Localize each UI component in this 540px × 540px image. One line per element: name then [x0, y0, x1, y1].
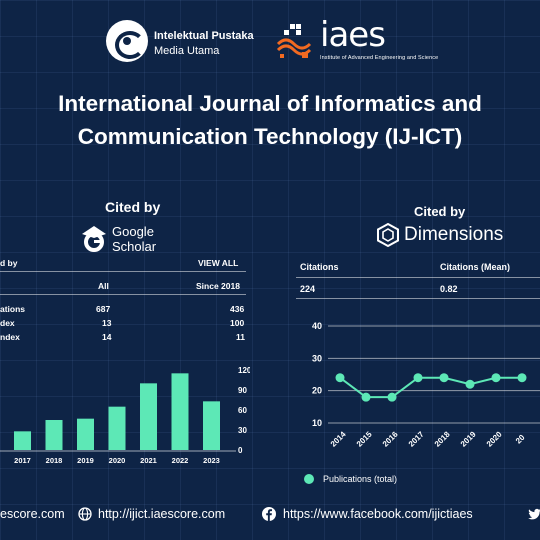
iaes-tagline: Institute of Advanced Engineering and Sc… — [320, 55, 439, 61]
dimensions-divider — [296, 277, 540, 278]
google-scholar-brand-line2: Scholar — [112, 239, 157, 254]
iaes-wordmark: iaes — [320, 15, 386, 55]
bar — [14, 431, 31, 450]
y-tick-label: 0 — [238, 446, 243, 455]
table-row-since: 436 — [230, 304, 245, 314]
y-tick-label: 10 — [312, 418, 322, 428]
footer-site-link[interactable]: http://ijict.iaescore.com — [98, 507, 226, 521]
iaes-logo-icon — [276, 24, 312, 58]
dimensions-logo-icon — [377, 223, 399, 247]
scholar-citations-bar-chart: 120 90 60 30 0 2017 2018 2019 2020 2021 2022 2023 — [0, 366, 250, 465]
x-tick-label: 2020 — [485, 429, 504, 448]
y-tick-label: 60 — [238, 406, 247, 415]
x-tick-label: 2017 — [407, 429, 426, 448]
y-tick-label: 40 — [312, 321, 322, 331]
ipmu-name-line1: Intelektual Pustaka — [154, 30, 254, 42]
footer-facebook-link[interactable]: https://www.facebook.com/ijictiaes — [283, 507, 473, 521]
data-point — [491, 373, 501, 383]
journal-title-line2: Communication Technology (IJ-ICT) — [77, 124, 463, 149]
col-since: Since 2018 — [196, 281, 240, 291]
bar — [171, 373, 189, 450]
y-tick-label: 120 — [238, 366, 250, 375]
table-row-since: 11 — [236, 332, 245, 342]
dimensions-wordmark: Dimensions — [404, 224, 504, 245]
journal-title-line1: International Journal of Informatics and — [58, 91, 482, 116]
legend-label: Publications (total) — [323, 474, 397, 484]
citations-label: Citations — [300, 262, 339, 272]
x-tick-label: 2014 — [329, 429, 348, 448]
y-tick-label: 90 — [238, 386, 247, 395]
citations-value: 224 — [300, 284, 316, 294]
x-tick-label: 2018 — [433, 429, 452, 448]
google-scholar-brand-line1: Google — [112, 224, 154, 239]
data-point — [517, 373, 527, 383]
table-divider — [0, 271, 246, 272]
bar — [140, 383, 157, 450]
legend-marker — [304, 474, 314, 484]
col-all: All — [98, 281, 109, 291]
table-row-label: ndex — [0, 332, 20, 342]
data-point — [387, 392, 397, 402]
bar — [77, 418, 94, 450]
bar — [108, 406, 126, 450]
table-row-label: dex — [0, 318, 15, 328]
dimensions-cited-by: Cited by — [414, 204, 466, 219]
table-row-all: 14 — [102, 332, 112, 342]
ipmu-logo-icon — [106, 20, 148, 62]
bar — [203, 401, 220, 450]
data-point — [361, 392, 371, 402]
google-scholar-icon — [82, 226, 106, 252]
data-point — [465, 379, 475, 389]
table-divider — [0, 294, 246, 295]
footer-left-link[interactable]: escore.com — [0, 507, 65, 521]
table-row-all: 687 — [96, 304, 111, 314]
x-tick-label: 2020 — [109, 456, 126, 465]
x-tick-label: 2017 — [14, 456, 31, 465]
dimensions-divider — [296, 298, 540, 299]
scholar-cited-by: Cited by — [105, 199, 161, 215]
x-tick-label: 2016 — [381, 429, 400, 448]
bar — [45, 420, 63, 450]
facebook-icon — [262, 507, 276, 521]
x-tick-label: 20 — [514, 433, 527, 446]
x-tick-label: 2021 — [140, 456, 157, 465]
x-tick-label: 2018 — [46, 456, 63, 465]
data-point — [413, 373, 423, 383]
x-tick-label: 2023 — [203, 456, 220, 465]
scholar-table-header: d by — [0, 258, 18, 268]
y-tick-label: 20 — [312, 386, 322, 396]
y-tick-label: 30 — [238, 426, 247, 435]
y-tick-label: 30 — [312, 353, 322, 363]
scholar-view-all-link[interactable]: VIEW ALL — [198, 258, 239, 268]
x-tick-label: 2015 — [355, 429, 374, 448]
x-tick-label: 2019 — [77, 456, 94, 465]
twitter-icon — [528, 508, 540, 520]
table-row-label: ations — [0, 304, 26, 314]
data-point — [439, 373, 449, 383]
table-row-since: 100 — [230, 318, 245, 328]
x-tick-label: 2022 — [172, 456, 189, 465]
citations-mean-value: 0.82 — [440, 284, 458, 294]
table-row-all: 13 — [102, 318, 112, 328]
citations-mean-label: Citations (Mean) — [440, 262, 511, 272]
ipmu-name-line2: Media Utama — [154, 45, 220, 57]
x-tick-label: 2019 — [459, 429, 478, 448]
globe-icon — [78, 507, 92, 521]
data-point — [335, 373, 345, 383]
